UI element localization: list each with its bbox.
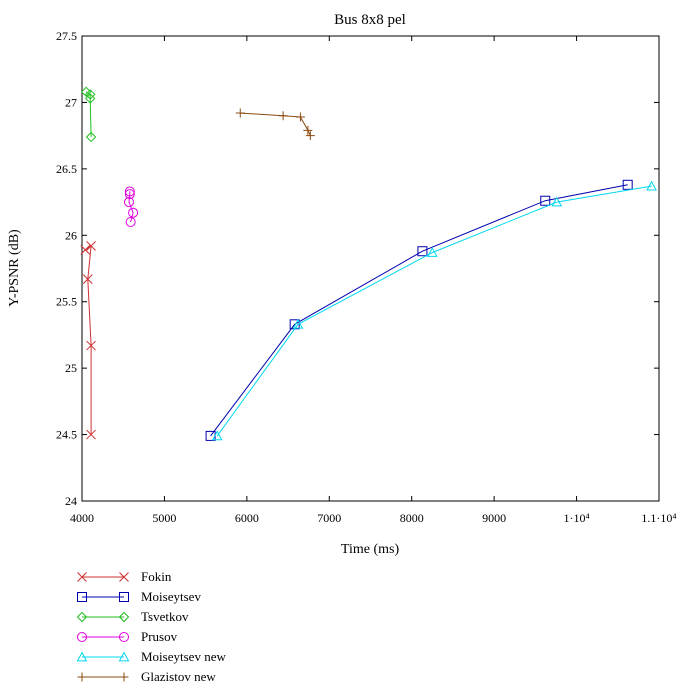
legend: Fokin Moiseytsev Tsvetkov Prusov Moiseytsev …	[76, 569, 226, 684]
legend-entry-fokin: Fokin	[77, 569, 172, 584]
data-point	[235, 108, 245, 118]
data-point	[295, 112, 305, 122]
legend-marker-end	[119, 572, 129, 582]
legend-entry-tsvetkov: Tsvetkov	[76, 609, 189, 624]
chart-title: Bus 8x8 pel	[334, 12, 406, 28]
legend-marker-start	[77, 572, 87, 582]
legend-marker-start	[76, 611, 88, 623]
data-point	[125, 217, 136, 227]
legend-marker-start	[77, 592, 87, 602]
y-axis-label: Y-PSNR (dB)	[7, 229, 22, 307]
data-point	[124, 189, 135, 200]
legend-marker-end	[118, 651, 130, 662]
y-tick-label: 24.5	[56, 428, 77, 442]
data-point	[123, 197, 134, 208]
plot-frame	[81, 35, 660, 502]
data-point	[124, 186, 135, 197]
series-moiseytsev	[205, 179, 633, 441]
legend-marker-end	[119, 672, 129, 682]
legend-label: Tsvetkov	[141, 609, 189, 624]
x-tick-label: 1·10⁴	[563, 511, 589, 525]
legend-label: Moiseytsev	[141, 589, 201, 604]
series-line	[85, 244, 92, 435]
series-line	[128, 191, 134, 223]
legend-marker-start	[77, 632, 87, 642]
series-fokin	[80, 241, 96, 440]
data-point	[211, 430, 223, 441]
x-tick-label: 8000	[400, 511, 424, 525]
legend-marker-end	[119, 632, 129, 642]
legend-label: Prusov	[141, 629, 178, 644]
series-line	[210, 184, 628, 437]
data-point	[205, 430, 216, 441]
data-point	[303, 125, 313, 135]
data-point	[417, 246, 428, 257]
data-point	[426, 247, 438, 257]
data-point	[82, 274, 93, 284]
x-axis-label: Time (ms)	[341, 542, 400, 557]
legend-entry-moiseytsev-new: Moiseytsev new	[76, 649, 226, 664]
data-point	[551, 196, 563, 207]
data-point	[128, 207, 139, 218]
y-tick-label: 24	[65, 494, 77, 508]
x-tick-label: 1.1·10⁴	[641, 511, 676, 525]
series-tsvetkov	[80, 86, 97, 143]
x-tick-label: 4000	[70, 511, 94, 525]
data-point	[80, 86, 92, 98]
x-tick-label: 5000	[152, 511, 176, 525]
data-point	[80, 245, 91, 255]
y-tick-label: 26	[65, 228, 77, 242]
x-tick-label: 6000	[235, 511, 259, 525]
data-point	[86, 429, 96, 440]
y-tick-label: 27.5	[56, 29, 77, 43]
y-axis-ticks: 24 24.5 25 25.5 26 26.5 27 27.5	[56, 29, 659, 508]
series-glazistov-new	[235, 108, 315, 141]
legend-label: Fokin	[141, 569, 172, 584]
series-layer	[80, 86, 657, 441]
legend-entry-moiseytsev: Moiseytsev	[77, 589, 201, 604]
x-axis-ticks: 4000 5000 6000 7000 8000 9000 1·10⁴ 1.1·10⁴	[70, 36, 677, 525]
data-point	[278, 111, 288, 121]
data-point	[85, 131, 97, 143]
y-tick-label: 27	[65, 95, 77, 109]
legend-entry-glazistov-new: Glazistov new	[77, 669, 216, 684]
data-point	[540, 195, 551, 206]
data-point	[86, 340, 96, 351]
data-point	[622, 179, 633, 190]
data-point	[85, 93, 96, 104]
legend-marker-end	[118, 611, 130, 623]
series-line	[240, 112, 311, 136]
series-line	[85, 91, 92, 138]
legend-label: Glazistov new	[141, 669, 216, 684]
data-point	[292, 318, 304, 329]
legend-marker-start	[77, 672, 87, 682]
data-point	[305, 131, 315, 141]
legend-label: Moiseytsev new	[141, 649, 226, 664]
series-prusov	[123, 186, 139, 227]
x-tick-label: 7000	[317, 511, 341, 525]
series-line	[216, 185, 652, 437]
data-point	[85, 89, 96, 100]
x-tick-label: 9000	[482, 511, 506, 525]
series-moiseytsev-new	[211, 180, 657, 441]
y-tick-label: 25.5	[56, 295, 77, 309]
data-point	[646, 180, 657, 191]
y-tick-label: 25	[65, 361, 77, 375]
legend-entry-prusov: Prusov	[77, 629, 178, 644]
legend-marker-start	[76, 651, 88, 662]
legend-marker-end	[119, 592, 129, 602]
y-tick-label: 26.5	[56, 162, 77, 176]
data-point	[86, 241, 96, 251]
